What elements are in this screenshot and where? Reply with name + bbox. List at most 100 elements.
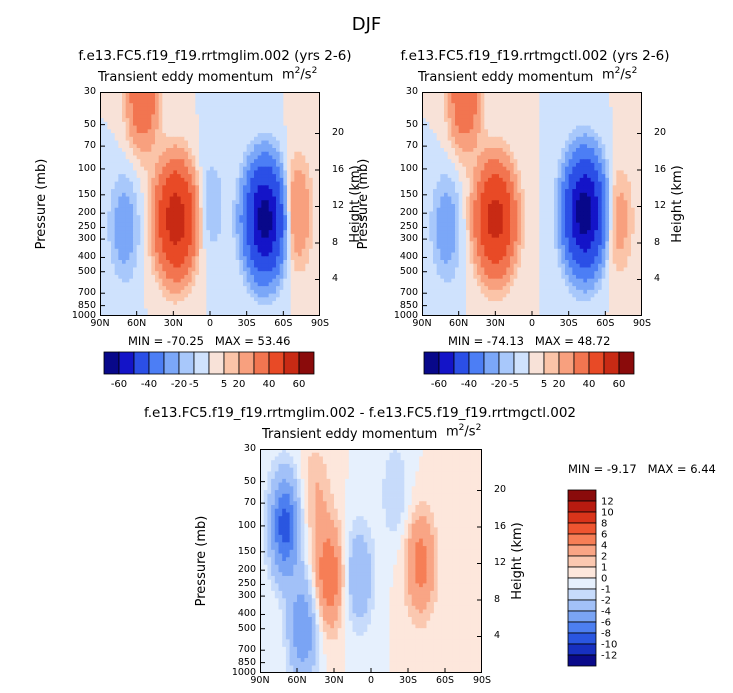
heatmap-cell: [100, 282, 105, 287]
heatmap-cell: [287, 286, 292, 291]
heatmap-cell: [433, 140, 438, 145]
heatmap-cell: [166, 140, 171, 145]
heatmap-cell: [202, 301, 207, 306]
heatmap-cell: [287, 125, 292, 130]
heatmap-cell: [147, 286, 152, 291]
heatmap-cell: [301, 260, 306, 265]
heatmap-cell: [609, 99, 614, 104]
heatmap-cell: [129, 129, 134, 134]
heatmap-cell: [250, 196, 255, 201]
heatmap-cell: [140, 267, 145, 272]
heatmap-cell: [477, 118, 482, 123]
heatmap-cell: [268, 286, 273, 291]
heatmap-cell: [605, 166, 610, 171]
heatmap-cell: [169, 136, 174, 141]
heatmap-cell: [539, 118, 544, 123]
heatmap-cell: [462, 155, 467, 160]
heatmap-cell: [169, 207, 174, 212]
heatmap-cell: [499, 99, 504, 104]
heatmap-cell: [528, 133, 533, 138]
heatmap-cell: [477, 159, 482, 164]
heatmap-cell: [151, 148, 156, 153]
heatmap-cell: [312, 211, 317, 216]
heatmap-cell: [122, 241, 127, 246]
heatmap-cell: [100, 200, 105, 205]
heatmap-cell: [180, 241, 185, 246]
heatmap-cell: [158, 267, 163, 272]
heatmap-cell: [458, 151, 463, 156]
heatmap-cell: [239, 286, 244, 291]
heatmap-cell: [254, 289, 259, 294]
heatmap-cell: [158, 218, 163, 224]
heatmap-cell: [425, 155, 430, 160]
heatmap-cell: [517, 103, 522, 108]
heatmap-cell: [118, 114, 123, 119]
heatmap-cell: [188, 301, 193, 306]
heatmap-cell: [605, 95, 610, 100]
heatmap-cell: [279, 245, 284, 250]
heatmap-cell: [305, 92, 310, 97]
heatmap-cell: [279, 121, 284, 126]
heatmap-cell: [316, 170, 320, 175]
heatmap-cell: [634, 140, 639, 145]
heatmap-cell: [232, 301, 237, 306]
heatmap-cell: [250, 230, 255, 235]
heatmap-cell: [180, 245, 185, 250]
heatmap-cell: [162, 181, 167, 186]
heatmap-cell: [111, 230, 116, 235]
heatmap-cell: [436, 174, 441, 179]
heatmap-cell: [287, 252, 292, 257]
heatmap-cell: [166, 185, 171, 190]
heatmap-cell: [631, 162, 636, 168]
heatmap-cell: [433, 170, 438, 175]
heatmap-cell: [554, 129, 559, 134]
heatmap-cell: [213, 226, 218, 231]
heatmap-cell: [572, 166, 577, 171]
heatmap-cell: [272, 189, 277, 194]
heatmap-cell: [169, 222, 174, 227]
heatmap-cell: [268, 271, 273, 276]
heatmap-cell: [221, 92, 226, 97]
heatmap-cell: [103, 222, 108, 227]
heatmap-cell: [107, 155, 112, 160]
heatmap-cell: [195, 222, 200, 227]
heatmap-cell: [162, 159, 167, 164]
heatmap-cell: [144, 204, 149, 209]
heatmap-cell: [312, 166, 317, 171]
heatmap-cell: [239, 192, 244, 197]
heatmap-cell: [217, 155, 222, 160]
heatmap-cell: [480, 129, 485, 134]
heatmap-cell: [609, 159, 614, 164]
heatmap-cell: [554, 144, 559, 149]
heatmap-cell: [477, 110, 482, 115]
heatmap-cell: [612, 140, 617, 145]
heatmap-cell: [210, 286, 215, 291]
heatmap-cell: [612, 159, 617, 164]
heatmap-cell: [283, 289, 288, 294]
heatmap-cell: [268, 263, 273, 268]
heatmap-cell: [287, 215, 292, 220]
heatmap-cell: [261, 297, 266, 302]
heatmap-cell: [422, 133, 427, 138]
heatmap-cell: [265, 237, 270, 242]
heatmap-cell: [616, 95, 621, 100]
heatmap-cell: [634, 155, 639, 160]
heatmap-cell: [312, 289, 317, 294]
heatmap-cell: [276, 252, 281, 257]
heatmap-cell: [136, 170, 141, 175]
heatmap-cell: [107, 151, 112, 156]
heatmap-cell: [169, 293, 174, 298]
heatmap-cell: [517, 92, 522, 97]
heatmap-cell: [257, 196, 262, 201]
heatmap-cell: [195, 177, 200, 182]
heatmap-cell: [191, 200, 196, 205]
heatmap-cell: [488, 166, 493, 171]
heatmap-cell: [572, 155, 577, 160]
heatmap-cell: [502, 95, 507, 100]
heatmap-cell: [634, 121, 639, 126]
heatmap-cell: [195, 148, 200, 153]
heatmap-cell: [491, 99, 496, 104]
heatmap-cell: [265, 136, 270, 141]
heatmap-cell: [151, 174, 156, 179]
heatmap-cell: [539, 133, 544, 138]
